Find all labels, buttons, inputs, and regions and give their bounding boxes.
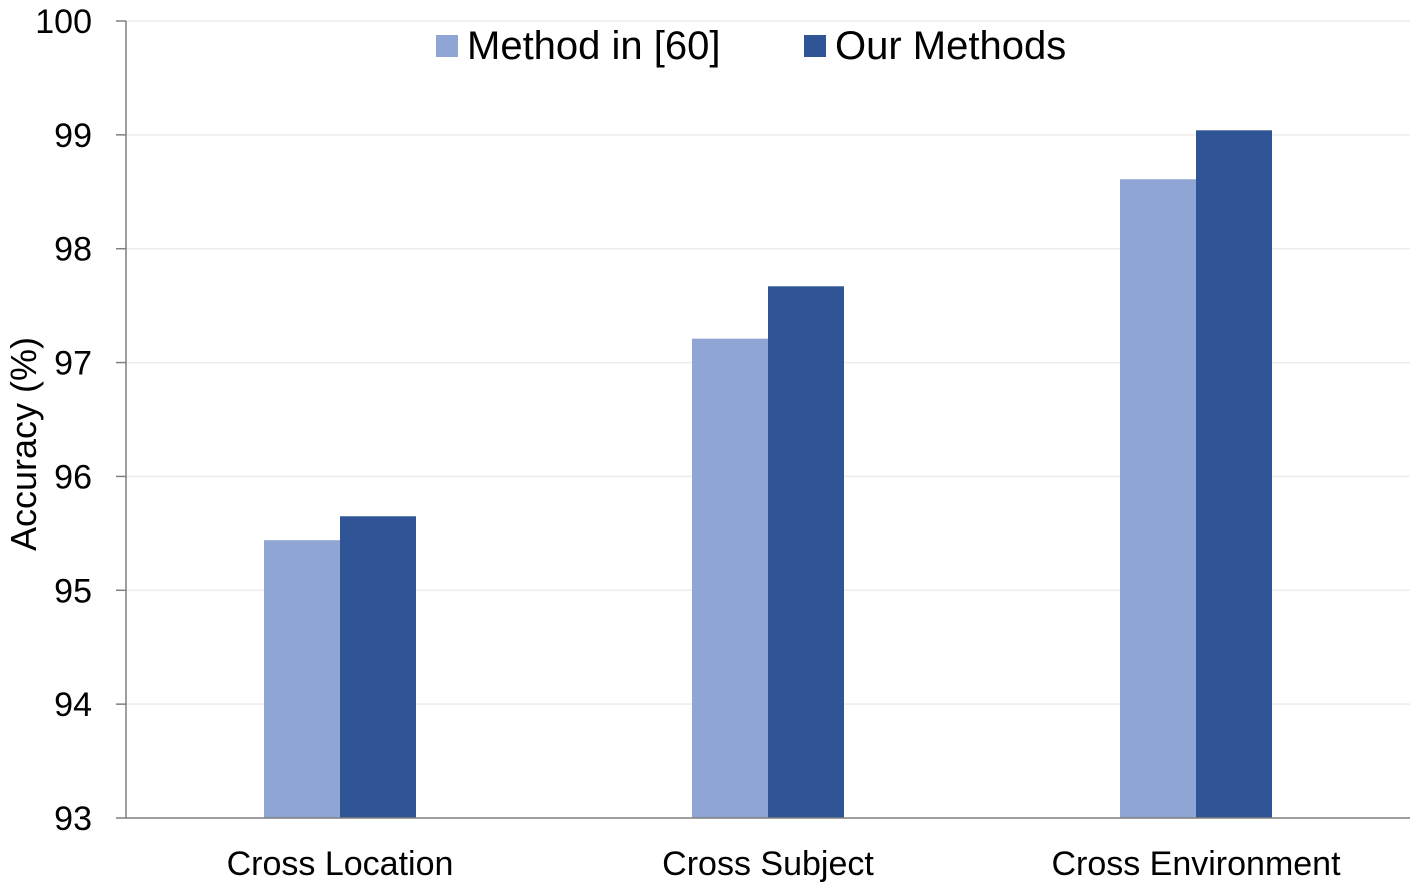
axes (116, 20, 1410, 819)
bars (264, 130, 1272, 819)
y-tick-label: 98 (54, 231, 92, 269)
y-tick-label: 99 (54, 117, 92, 155)
y-tick-label: 95 (54, 572, 92, 610)
x-tick-label: Cross Subject (662, 845, 874, 883)
legend-swatch (804, 35, 826, 57)
y-tick-label: 96 (54, 458, 92, 496)
x-tick-labels: Cross Location Cross Subject Cross Environ… (227, 845, 1341, 883)
y-tick-labels: 93 94 95 96 97 98 99 100 (35, 3, 92, 838)
bar (692, 338, 768, 818)
bar (1120, 179, 1196, 819)
bar (340, 516, 416, 818)
legend-label: Method in [60] (467, 24, 721, 68)
y-axis-label: Accuracy (%) (3, 337, 44, 551)
y-tick-label: 97 (54, 345, 92, 383)
y-tick-label: 100 (35, 3, 92, 41)
y-tick-label: 93 (54, 800, 92, 838)
y-tick-label: 94 (54, 686, 92, 724)
bar (1196, 130, 1272, 818)
bar (264, 540, 340, 818)
legend-label: Our Methods (835, 24, 1066, 68)
x-tick-label: Cross Location (227, 845, 454, 883)
legend-swatch (436, 35, 458, 57)
x-tick-label: Cross Environment (1051, 845, 1341, 883)
bar (768, 286, 844, 819)
legend: Method in [60] Our Methods (436, 24, 1066, 68)
